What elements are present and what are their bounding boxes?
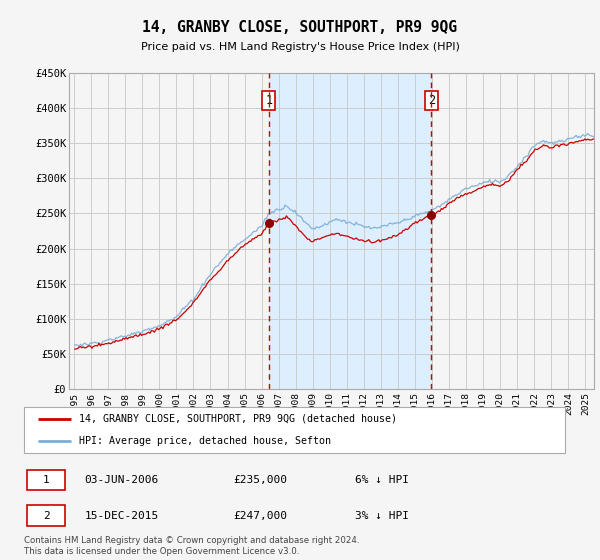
Bar — [269, 73, 431, 389]
Text: Contains HM Land Registry data © Crown copyright and database right 2024.
This d: Contains HM Land Registry data © Crown c… — [24, 536, 359, 556]
Text: 3% ↓ HPI: 3% ↓ HPI — [355, 511, 409, 521]
Text: 15-DEC-2015: 15-DEC-2015 — [85, 511, 159, 521]
Text: Price paid vs. HM Land Registry's House Price Index (HPI): Price paid vs. HM Land Registry's House … — [140, 41, 460, 52]
FancyBboxPatch shape — [27, 505, 65, 526]
Text: 2: 2 — [428, 95, 435, 108]
Text: 14, GRANBY CLOSE, SOUTHPORT, PR9 9QG (detached house): 14, GRANBY CLOSE, SOUTHPORT, PR9 9QG (de… — [79, 414, 397, 424]
Text: 1: 1 — [43, 475, 49, 486]
Text: £235,000: £235,000 — [234, 475, 288, 486]
Text: 6% ↓ HPI: 6% ↓ HPI — [355, 475, 409, 486]
Text: 03-JUN-2006: 03-JUN-2006 — [85, 475, 159, 486]
Text: 1: 1 — [265, 95, 272, 108]
FancyBboxPatch shape — [27, 470, 65, 490]
Text: 14, GRANBY CLOSE, SOUTHPORT, PR9 9QG: 14, GRANBY CLOSE, SOUTHPORT, PR9 9QG — [143, 20, 458, 35]
Text: £247,000: £247,000 — [234, 511, 288, 521]
Text: HPI: Average price, detached house, Sefton: HPI: Average price, detached house, Seft… — [79, 436, 331, 446]
Text: 2: 2 — [43, 511, 49, 521]
FancyBboxPatch shape — [24, 407, 565, 452]
